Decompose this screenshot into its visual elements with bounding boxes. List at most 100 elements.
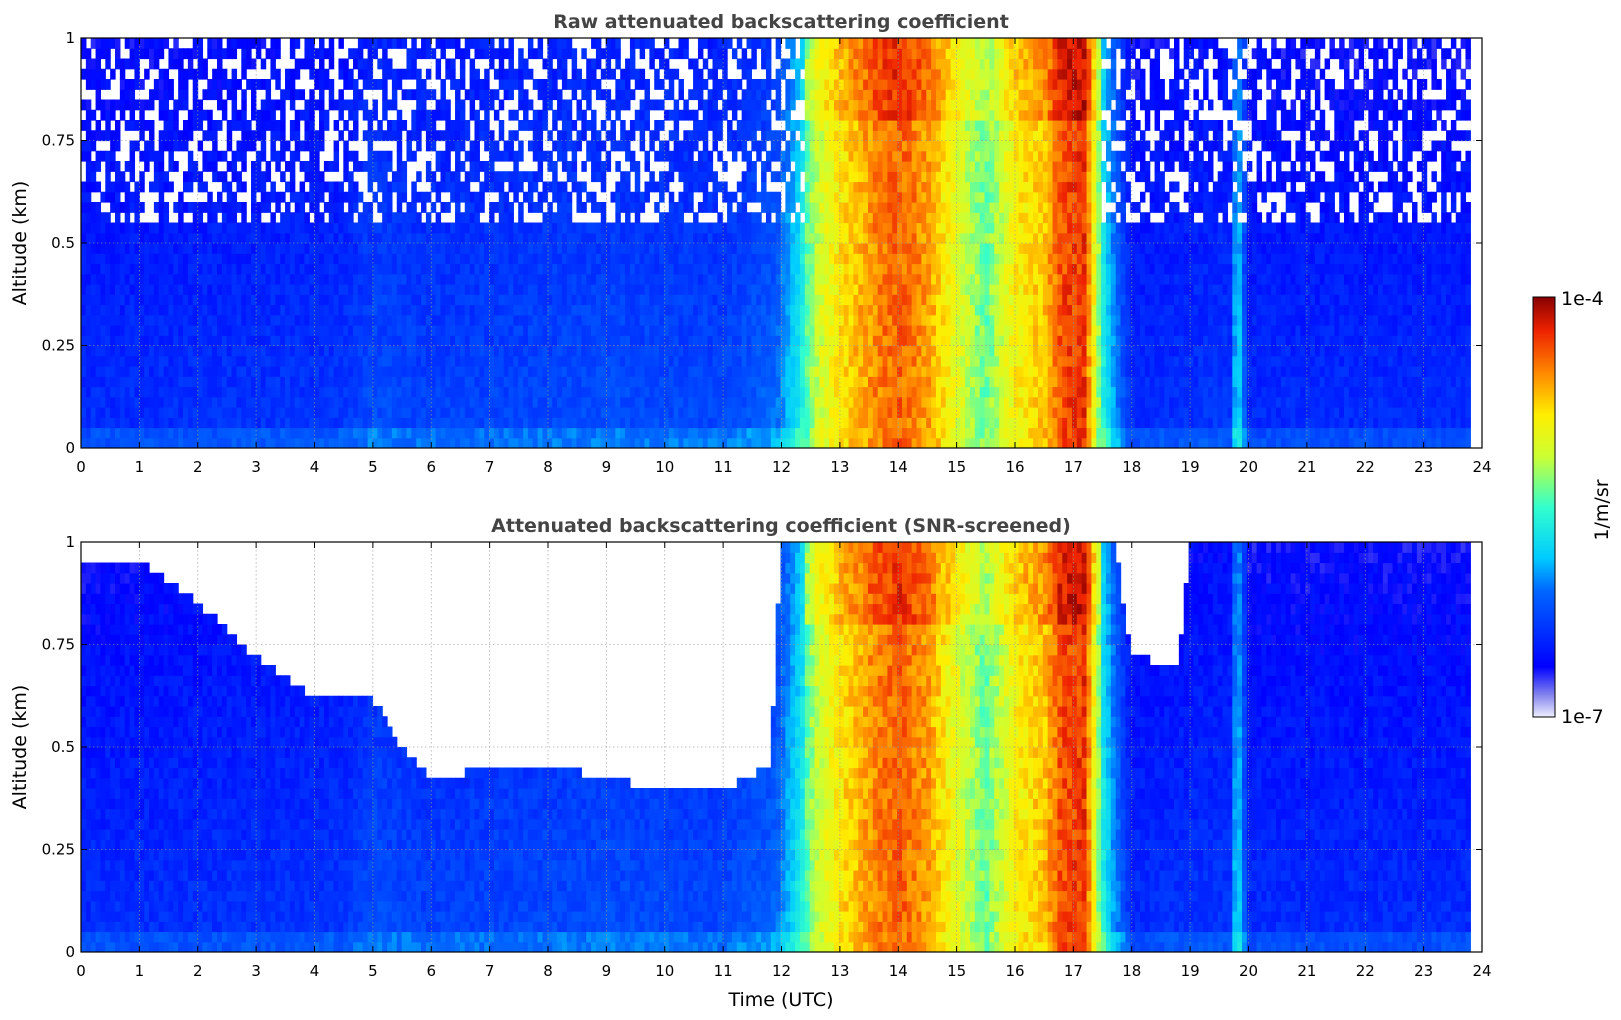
heatmap-cell bbox=[566, 109, 573, 121]
heatmap-cell bbox=[105, 314, 111, 326]
heatmap-cell bbox=[722, 417, 728, 429]
heatmap-cell bbox=[493, 314, 500, 326]
heatmap-cell bbox=[134, 212, 140, 224]
heatmap-cell bbox=[644, 314, 650, 326]
heatmap-cell bbox=[226, 161, 233, 172]
heatmap-cell bbox=[474, 161, 480, 172]
heatmap-cell bbox=[187, 376, 194, 388]
heatmap-cell bbox=[178, 58, 184, 70]
heatmap-cell bbox=[129, 366, 136, 377]
heatmap-cell bbox=[736, 232, 743, 244]
heatmap-cell bbox=[595, 325, 602, 336]
heatmap-cell bbox=[464, 263, 471, 275]
heatmap-cell bbox=[712, 273, 718, 285]
heatmap-cell bbox=[178, 417, 184, 429]
heatmap-cell bbox=[241, 345, 247, 357]
heatmap-cell bbox=[338, 181, 344, 193]
heatmap-cell bbox=[401, 253, 408, 265]
heatmap-cell bbox=[319, 366, 325, 377]
heatmap-cell bbox=[382, 355, 388, 367]
heatmap-cell bbox=[557, 294, 563, 306]
heatmap-cell bbox=[639, 232, 646, 244]
heatmap-cell bbox=[673, 161, 680, 172]
heatmap-cell bbox=[289, 273, 296, 285]
heatmap-cell bbox=[81, 345, 87, 357]
heatmap-cell bbox=[688, 232, 694, 244]
heatmap-cell bbox=[221, 243, 228, 254]
heatmap-cell bbox=[236, 366, 242, 377]
heatmap-cell bbox=[270, 304, 276, 316]
heatmap-cell bbox=[523, 99, 529, 111]
heatmap-cell bbox=[712, 345, 718, 357]
heatmap-cell bbox=[469, 222, 476, 234]
heatmap-cell bbox=[484, 48, 490, 60]
heatmap-cell bbox=[362, 202, 369, 213]
heatmap-cell bbox=[610, 437, 616, 448]
heatmap-cell bbox=[678, 437, 684, 448]
heatmap-cell bbox=[790, 284, 796, 295]
heatmap-cell bbox=[372, 386, 378, 398]
heatmap-cell bbox=[751, 325, 757, 336]
heatmap-cell bbox=[134, 314, 140, 326]
heatmap-cell bbox=[187, 304, 194, 316]
heatmap-cell bbox=[430, 48, 437, 60]
heatmap-cell bbox=[746, 427, 752, 439]
heatmap-cell bbox=[595, 407, 602, 418]
heatmap-cell bbox=[367, 366, 374, 377]
heatmap-cell bbox=[746, 386, 752, 398]
heatmap-cell bbox=[571, 366, 578, 377]
heatmap-cell bbox=[275, 376, 281, 388]
heatmap-cell bbox=[285, 161, 291, 172]
heatmap-cell bbox=[285, 396, 291, 408]
heatmap-cell bbox=[761, 407, 767, 418]
heatmap-cell bbox=[158, 181, 165, 193]
heatmap-cell bbox=[615, 79, 621, 90]
heatmap-cell bbox=[289, 68, 296, 80]
heatmap-cell bbox=[527, 386, 534, 398]
heatmap-cell bbox=[785, 427, 791, 439]
heatmap-cell bbox=[459, 437, 466, 448]
heatmap-cell bbox=[416, 140, 422, 152]
heatmap-cell bbox=[532, 79, 539, 90]
heatmap-cell bbox=[183, 273, 189, 285]
heatmap-cell bbox=[95, 243, 102, 254]
heatmap-cell bbox=[221, 150, 228, 162]
heatmap-cell bbox=[119, 417, 126, 429]
heatmap-cell bbox=[479, 417, 485, 429]
heatmap-cell bbox=[333, 345, 340, 357]
heatmap-cell bbox=[775, 427, 782, 439]
heatmap-cell bbox=[469, 140, 476, 152]
heatmap-cell bbox=[595, 140, 602, 152]
heatmap-cell bbox=[158, 48, 165, 60]
heatmap-cell bbox=[464, 222, 471, 234]
heatmap-cell bbox=[736, 304, 743, 316]
heatmap-cell bbox=[289, 48, 296, 60]
heatmap-cell bbox=[115, 366, 121, 377]
heatmap-cell bbox=[790, 150, 796, 162]
heatmap-cell bbox=[430, 335, 437, 347]
heatmap-cell bbox=[527, 294, 534, 306]
heatmap-cell bbox=[605, 284, 612, 295]
heatmap-cell bbox=[513, 68, 519, 80]
heatmap-cell bbox=[85, 243, 92, 254]
heatmap-cell bbox=[683, 191, 689, 203]
heatmap-cell bbox=[799, 273, 806, 285]
heatmap-cell bbox=[338, 345, 344, 357]
heatmap-cell bbox=[255, 48, 262, 60]
heatmap-cell bbox=[430, 120, 437, 131]
heatmap-cell bbox=[265, 99, 272, 111]
heatmap-cell bbox=[90, 232, 97, 244]
heatmap-cell bbox=[537, 335, 544, 347]
heatmap-cell bbox=[221, 386, 228, 398]
heatmap-cell bbox=[90, 130, 97, 142]
heatmap-cell bbox=[129, 120, 136, 131]
heatmap-cell bbox=[367, 38, 374, 49]
heatmap-cell bbox=[591, 294, 597, 306]
heatmap-cell bbox=[202, 284, 208, 295]
heatmap-cell bbox=[343, 294, 349, 306]
heatmap-cell bbox=[576, 437, 582, 448]
heatmap-cell bbox=[421, 202, 427, 213]
heatmap-cell bbox=[542, 366, 548, 377]
heatmap-cell bbox=[620, 376, 626, 388]
heatmap-cell bbox=[411, 366, 417, 377]
